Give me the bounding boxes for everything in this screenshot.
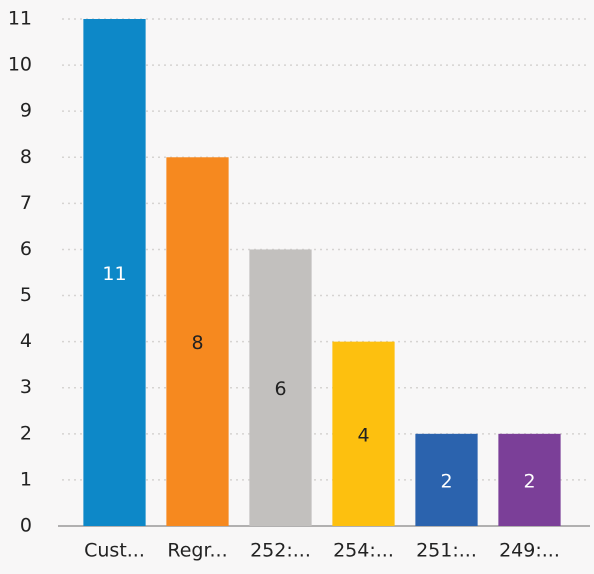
y-tick-label: 3 (20, 376, 32, 398)
bar (249, 249, 312, 527)
value-label: 4 (357, 424, 369, 446)
value-label: 11 (102, 263, 126, 285)
x-tick-label: 254:... (333, 540, 394, 562)
x-tick-label: 249:... (499, 540, 560, 562)
x-tick-label: 251:... (416, 540, 477, 562)
x-tick-label: 252:... (250, 540, 311, 562)
y-tick-label: 5 (20, 284, 32, 306)
bar (415, 433, 478, 526)
value-label: 2 (440, 470, 452, 492)
y-tick-label: 1 (20, 468, 32, 490)
y-tick-label: 2 (20, 422, 32, 444)
bar (166, 157, 229, 527)
value-label: 8 (191, 332, 203, 354)
x-tick-label: Cust... (84, 540, 145, 562)
y-tick-label: 10 (8, 54, 32, 76)
bar (332, 341, 395, 526)
y-tick-label: 7 (20, 192, 32, 214)
bar (498, 433, 561, 526)
y-tick-label: 8 (20, 146, 32, 168)
bar (83, 19, 146, 526)
value-label: 6 (274, 378, 286, 400)
y-tick-label: 0 (20, 515, 32, 537)
value-label: 2 (523, 470, 535, 492)
y-tick-label: 4 (20, 330, 32, 352)
y-tick-label: 6 (20, 238, 32, 260)
y-tick-label: 9 (20, 100, 32, 122)
y-tick-label: 11 (8, 8, 32, 30)
x-tick-label: Regr... (167, 540, 227, 562)
